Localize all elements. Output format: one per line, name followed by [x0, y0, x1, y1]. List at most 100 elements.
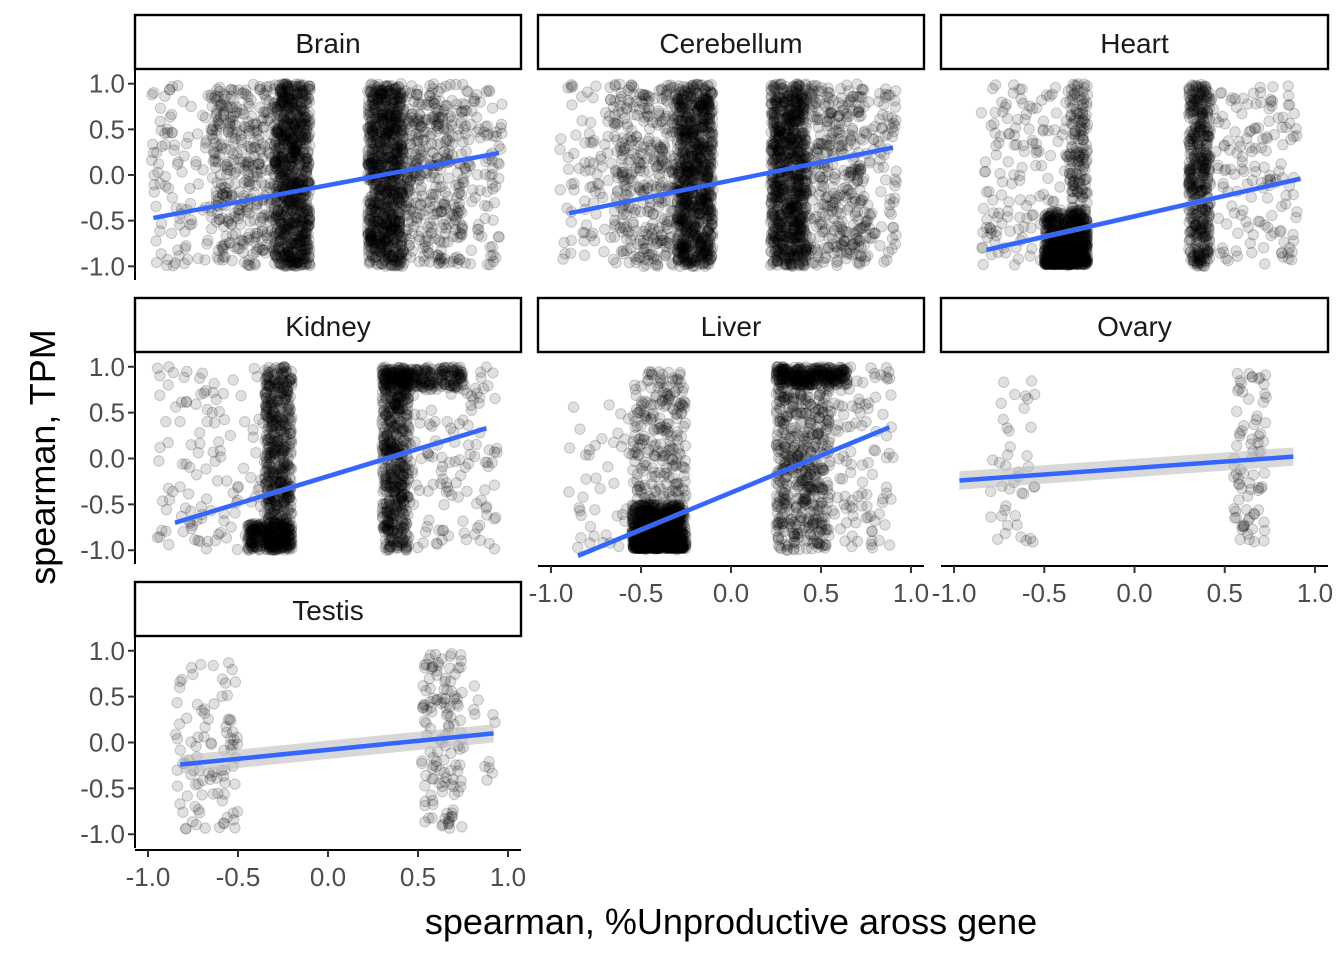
data-point — [282, 246, 294, 259]
data-point — [296, 175, 308, 187]
data-point — [283, 250, 295, 262]
data-point — [268, 178, 280, 190]
data-point — [302, 110, 314, 122]
data-point — [288, 120, 300, 133]
data-point — [300, 226, 313, 239]
data-point — [271, 224, 283, 237]
data-point — [296, 258, 308, 270]
data-point — [458, 176, 470, 189]
data-point — [222, 177, 235, 190]
data-point — [291, 213, 303, 225]
data-point — [290, 237, 302, 249]
data-point — [297, 214, 309, 227]
data-point — [791, 87, 803, 99]
data-point — [290, 231, 303, 243]
data-point — [296, 117, 308, 130]
data-point — [297, 221, 309, 233]
data-point — [165, 108, 178, 121]
data-point — [382, 126, 394, 138]
data-point — [292, 251, 305, 263]
data-point — [269, 124, 282, 137]
data-point — [285, 233, 297, 246]
data-point — [680, 219, 693, 231]
data-point — [266, 162, 278, 175]
data-point — [299, 128, 312, 140]
data-point — [271, 104, 283, 117]
data-point — [288, 224, 300, 237]
data-point — [242, 176, 255, 188]
data-point — [291, 224, 303, 237]
data-point — [286, 253, 298, 266]
data-point — [656, 93, 668, 105]
data-point — [459, 257, 471, 269]
data-point — [298, 231, 311, 244]
data-point — [279, 87, 292, 99]
data-point — [300, 243, 312, 256]
data-point — [566, 99, 578, 111]
data-point — [281, 259, 293, 272]
data-point — [286, 178, 298, 190]
data-point — [300, 167, 313, 180]
data-point — [298, 212, 310, 224]
data-point — [302, 175, 314, 188]
data-point — [154, 177, 166, 190]
data-point — [424, 195, 437, 208]
data-point — [275, 258, 287, 270]
data-point — [648, 153, 660, 166]
data-point — [775, 211, 788, 223]
data-point — [272, 242, 284, 255]
data-point — [678, 247, 690, 259]
data-point — [282, 85, 294, 97]
data-point — [578, 235, 590, 247]
data-point — [242, 97, 255, 110]
data-point — [268, 200, 281, 212]
data-point — [284, 128, 297, 140]
data-point — [280, 131, 292, 144]
data-point — [626, 229, 639, 241]
data-point — [300, 248, 312, 260]
data-point — [670, 113, 682, 126]
data-point — [291, 257, 304, 269]
data-point — [638, 165, 650, 178]
data-point — [589, 185, 601, 198]
data-point — [293, 80, 305, 92]
data-point — [299, 118, 311, 131]
data-point — [278, 197, 291, 209]
data-point — [280, 247, 292, 260]
data-point — [482, 84, 495, 96]
data-point — [418, 255, 430, 267]
data-point — [298, 228, 310, 241]
data-point — [274, 174, 287, 186]
data-point — [261, 85, 273, 97]
data-point — [276, 131, 289, 143]
data-point — [292, 256, 304, 268]
data-point — [634, 251, 646, 264]
data-point — [275, 125, 287, 138]
data-point — [281, 195, 294, 208]
data-point — [379, 180, 391, 192]
data-point — [661, 218, 673, 231]
data-point — [576, 91, 588, 103]
data-point — [285, 171, 297, 183]
data-point — [285, 207, 297, 219]
data-point — [282, 86, 295, 99]
data-point — [670, 126, 682, 139]
data-point — [767, 225, 779, 238]
data-point — [226, 254, 238, 267]
data-point — [273, 163, 286, 175]
data-point — [666, 230, 678, 243]
data-point — [696, 137, 708, 150]
data-point — [282, 117, 294, 130]
data-point — [486, 168, 498, 181]
data-point — [370, 215, 383, 227]
data-point — [286, 147, 298, 160]
data-point — [281, 115, 293, 128]
data-point — [286, 160, 298, 172]
data-point — [402, 209, 414, 221]
data-point — [293, 224, 305, 237]
data-point — [450, 78, 462, 91]
data-point — [297, 228, 309, 240]
data-point — [299, 240, 311, 252]
data-point — [702, 253, 714, 265]
data-point — [161, 253, 174, 266]
